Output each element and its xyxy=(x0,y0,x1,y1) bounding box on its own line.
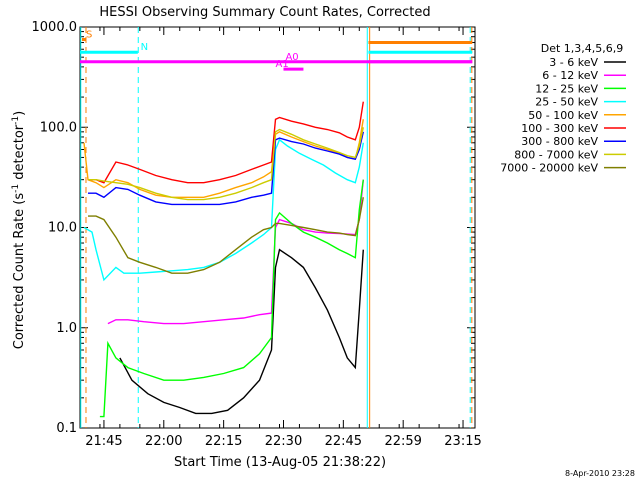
legend-title: Det 1,3,4,5,6,9 xyxy=(541,42,624,55)
legend-label: 100 - 300 keV xyxy=(521,122,598,135)
y-tick-label: 1000.0 xyxy=(32,20,78,35)
legend-label: 25 - 50 keV xyxy=(535,96,598,109)
chart-title: HESSI Observing Summary Count Rates, Cor… xyxy=(99,5,430,20)
series-line xyxy=(83,119,364,199)
x-tick-label: 22:00 xyxy=(145,434,182,449)
svg-text:Corrected Count Rate (s-1 dete: Corrected Count Rate (s-1 detector-1) xyxy=(11,111,27,349)
x-axis-label: Start Time (13-Aug-05 21:38:22) xyxy=(174,455,386,470)
x-tick-label: 22:59 xyxy=(384,434,421,449)
y-tick-label: 100.0 xyxy=(40,120,77,135)
y-tick-label: 10.0 xyxy=(48,221,77,236)
y-axis-label: Corrected Count Rate (s-1 detector-1) xyxy=(11,111,27,349)
y-axis-label-mid: detector xyxy=(12,124,27,184)
legend-label: 800 - 7000 keV xyxy=(514,148,598,161)
flag-label: A0 xyxy=(285,52,298,63)
legend-label: 6 - 12 keV xyxy=(542,69,598,82)
x-tick-label: 22:15 xyxy=(205,434,242,449)
plot-area: 0.1 1.0 10.0 100.0 1000.0 21:45 22:00 22:15 22:3… xyxy=(32,20,482,449)
legend-label: 3 - 6 keV xyxy=(549,56,598,69)
series-line xyxy=(88,101,364,184)
flag-label: A1 xyxy=(276,59,289,70)
y-tick-label: 1.0 xyxy=(56,321,77,336)
legend-label: 12 - 25 keV xyxy=(535,82,598,95)
series-line xyxy=(99,179,364,418)
x-tick-label: 21:45 xyxy=(85,434,122,449)
legend-label: 7000 - 20000 keV xyxy=(500,162,598,175)
y-axis-label-sup2: -1 xyxy=(11,116,21,125)
footer-date: 8-Apr-2010 23:28 xyxy=(565,469,635,478)
x-tick-label: 22:30 xyxy=(265,434,302,449)
legend-label: 50 - 100 keV xyxy=(528,109,598,122)
y-axis-label-end: ) xyxy=(12,111,27,116)
flag-label: S xyxy=(86,30,92,41)
series-line xyxy=(88,197,364,274)
flag-label: N xyxy=(141,42,148,53)
plot-frame xyxy=(79,26,476,429)
series-line xyxy=(88,127,364,201)
y-tick-label: 0.1 xyxy=(56,421,77,436)
legend-label: 300 - 800 keV xyxy=(521,135,598,148)
y-axis-label-sup1: -1 xyxy=(11,184,21,193)
series-line xyxy=(119,248,364,415)
series-line xyxy=(83,138,364,282)
series-line xyxy=(88,131,364,206)
y-axis-label-main: Corrected Count Rate (s xyxy=(12,193,27,350)
x-tick-label: 22:45 xyxy=(325,434,362,449)
x-tick-label: 23:15 xyxy=(444,434,481,449)
